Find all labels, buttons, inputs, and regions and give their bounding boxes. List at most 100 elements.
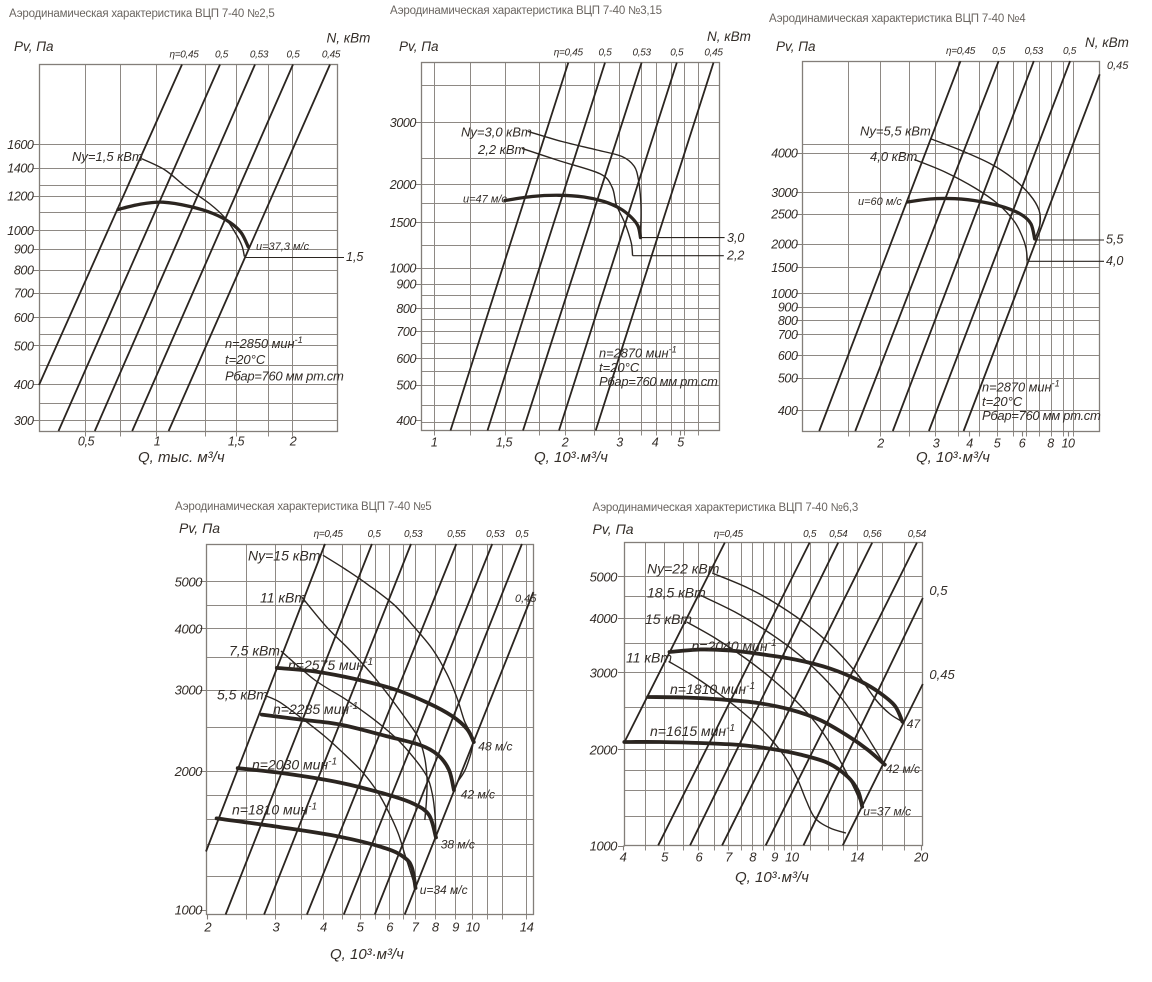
- svg-text:42 м/с: 42 м/с: [461, 788, 495, 802]
- svg-text:10: 10: [785, 850, 800, 865]
- svg-text:Q, 10³·м³/ч: Q, 10³·м³/ч: [735, 869, 809, 886]
- svg-text:n=1810 мин-1: n=1810 мин-1: [232, 801, 317, 817]
- svg-text:n=2040 мин-1: n=2040 мин-1: [692, 638, 777, 654]
- svg-text:Аэродинамическая характеристик: Аэродинамическая характеристика ВЦП 7-40…: [9, 8, 275, 20]
- svg-text:n=2850 мин-1: n=2850 мин-1: [225, 335, 303, 351]
- svg-text:Рбар=760 мм рт.ст: Рбар=760 мм рт.ст: [982, 408, 1101, 423]
- svg-text:0,5: 0,5: [78, 435, 95, 449]
- svg-text:6: 6: [1019, 437, 1026, 451]
- svg-text:u=37 м/с: u=37 м/с: [863, 805, 911, 819]
- svg-text:4,0 кВт: 4,0 кВт: [870, 149, 917, 164]
- svg-text:0,45: 0,45: [1107, 60, 1129, 72]
- svg-text:38 м/с: 38 м/с: [441, 838, 475, 852]
- svg-text:1,5: 1,5: [496, 436, 513, 450]
- svg-text:1500: 1500: [771, 261, 798, 275]
- svg-text:0,45: 0,45: [322, 50, 341, 61]
- svg-text:n=2030 мин-1: n=2030 мин-1: [252, 756, 337, 772]
- svg-text:Аэродинамическая характеристик: Аэродинамическая характеристика ВЦП 7-40…: [175, 501, 431, 513]
- svg-text:0,45: 0,45: [929, 667, 955, 682]
- svg-text:8: 8: [749, 850, 757, 865]
- svg-text:47: 47: [907, 717, 922, 731]
- svg-text:800: 800: [14, 264, 34, 278]
- svg-text:0,53: 0,53: [250, 50, 269, 61]
- svg-text:1200: 1200: [7, 190, 34, 204]
- svg-text:900: 900: [396, 278, 416, 292]
- svg-text:Q, 10³·м³/ч: Q, 10³·м³/ч: [534, 449, 608, 466]
- svg-text:η=0,45: η=0,45: [169, 50, 199, 61]
- svg-text:2,2: 2,2: [726, 249, 744, 263]
- svg-text:48 м/с: 48 м/с: [478, 740, 512, 754]
- svg-text:0,5: 0,5: [803, 529, 817, 540]
- svg-text:20: 20: [913, 850, 929, 865]
- svg-text:1000: 1000: [175, 903, 203, 918]
- svg-text:0,5: 0,5: [515, 529, 529, 540]
- svg-text:Q, тыс. м³/ч: Q, тыс. м³/ч: [138, 449, 225, 466]
- svg-text:5: 5: [661, 850, 669, 865]
- svg-text:600: 600: [778, 349, 798, 363]
- svg-text:700: 700: [14, 287, 34, 301]
- svg-text:600: 600: [396, 352, 416, 366]
- svg-text:t=20°C: t=20°C: [225, 352, 266, 367]
- svg-text:Аэродинамическая характеристик: Аэродинамическая характеристика ВЦП 7-40…: [769, 13, 1026, 25]
- svg-text:Аэродинамическая характеристик: Аэродинамическая характеристика ВЦП 7-40…: [593, 502, 859, 514]
- svg-text:1: 1: [431, 436, 438, 450]
- svg-text:η=0,45: η=0,45: [554, 48, 584, 59]
- svg-text:4000: 4000: [175, 622, 203, 637]
- svg-text:t=20°C: t=20°C: [982, 394, 1023, 409]
- svg-text:3000: 3000: [590, 665, 618, 680]
- svg-text:0,45: 0,45: [515, 593, 537, 605]
- svg-text:1500: 1500: [390, 216, 417, 230]
- svg-text:42 м/с: 42 м/с: [886, 762, 920, 776]
- svg-text:400: 400: [396, 414, 416, 428]
- svg-text:1,5: 1,5: [346, 250, 363, 264]
- svg-text:900: 900: [778, 301, 798, 315]
- svg-text:0,5: 0,5: [286, 50, 300, 61]
- svg-text:5000: 5000: [175, 574, 203, 589]
- svg-text:300: 300: [14, 414, 34, 428]
- svg-text:n=2870 мин-1: n=2870 мин-1: [599, 345, 677, 361]
- svg-text:7: 7: [725, 850, 733, 865]
- svg-text:2000: 2000: [174, 764, 203, 779]
- svg-text:11 кВт: 11 кВт: [626, 650, 672, 666]
- svg-text:n=1615 мин-1: n=1615 мин-1: [650, 723, 735, 739]
- svg-text:0,5: 0,5: [929, 583, 948, 598]
- svg-text:5,5 кВт: 5,5 кВт: [217, 687, 268, 703]
- svg-text:5000: 5000: [590, 569, 618, 584]
- svg-text:η=0,45: η=0,45: [714, 529, 744, 540]
- svg-text:N, кВт: N, кВт: [327, 31, 371, 46]
- svg-text:700: 700: [778, 328, 798, 342]
- svg-text:4: 4: [652, 436, 659, 450]
- svg-text:10: 10: [1061, 437, 1075, 451]
- svg-text:Рбар=760 мм рт.ст: Рбар=760 мм рт.ст: [225, 369, 344, 384]
- svg-text:1: 1: [154, 435, 161, 449]
- svg-text:4: 4: [320, 920, 327, 935]
- svg-text:0,5: 0,5: [598, 48, 612, 59]
- svg-text:Q, 10³·м³/ч: Q, 10³·м³/ч: [330, 946, 404, 963]
- svg-text:Pv, Па: Pv, Па: [593, 521, 634, 537]
- svg-text:0,53: 0,53: [404, 529, 423, 540]
- svg-text:8: 8: [1047, 437, 1054, 451]
- svg-text:Pv, Па: Pv, Па: [14, 39, 54, 54]
- svg-text:3: 3: [616, 436, 623, 450]
- svg-text:5: 5: [357, 920, 365, 935]
- svg-text:1400: 1400: [7, 162, 34, 176]
- svg-text:Аэродинамическая характеристик: Аэродинамическая характеристика ВЦП 7-40…: [390, 5, 662, 17]
- svg-text:4000: 4000: [590, 611, 618, 626]
- svg-text:Pv, Па: Pv, Па: [776, 39, 816, 54]
- svg-text:4: 4: [620, 850, 627, 865]
- svg-text:n=2870 мин-1: n=2870 мин-1: [982, 379, 1060, 395]
- svg-text:5: 5: [677, 436, 684, 450]
- svg-text:800: 800: [396, 302, 416, 316]
- svg-text:5,5: 5,5: [1106, 233, 1123, 247]
- svg-text:2: 2: [203, 920, 212, 935]
- svg-text:2: 2: [876, 437, 884, 451]
- svg-text:N, кВт: N, кВт: [1085, 35, 1129, 50]
- svg-text:2000: 2000: [389, 178, 417, 192]
- svg-text:9: 9: [452, 920, 459, 935]
- svg-text:10: 10: [466, 920, 481, 935]
- svg-text:900: 900: [14, 243, 34, 257]
- svg-text:n=1810 мин-1: n=1810 мин-1: [670, 681, 755, 697]
- svg-text:u=47 м/с: u=47 м/с: [463, 194, 507, 206]
- svg-text:11 кВт: 11 кВт: [260, 590, 306, 606]
- svg-text:1000: 1000: [590, 839, 618, 854]
